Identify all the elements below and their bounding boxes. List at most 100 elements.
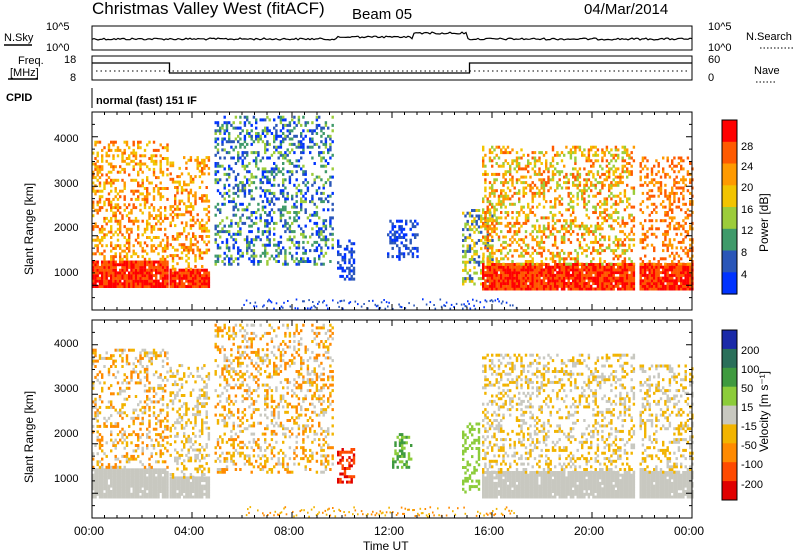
scatter-cell (475, 299, 478, 302)
scatter-cell (500, 271, 503, 275)
scatter-cell (518, 243, 521, 247)
scatter-cell (536, 230, 539, 234)
scatter-cell (538, 282, 541, 285)
scatter-cell (192, 207, 195, 211)
scatter-cell (414, 236, 417, 239)
scatter-cell (664, 287, 667, 291)
scatter-cell (114, 230, 117, 234)
scatter-cell (152, 170, 156, 174)
scatter-cell (641, 284, 645, 288)
scatter-cell (315, 189, 319, 193)
scatter-cell (668, 276, 672, 280)
scatter-cell (273, 202, 276, 206)
scatter-cell (157, 208, 160, 212)
scatter-cell (350, 250, 353, 254)
scatter-cell (632, 189, 636, 193)
scatter-cell (266, 219, 269, 223)
scatter-cell (277, 145, 280, 149)
scatter-cell (161, 285, 165, 288)
scatter-cell (601, 276, 604, 280)
scatter-cell (601, 273, 604, 277)
scatter-cell (174, 194, 177, 198)
scatter-cell (343, 255, 347, 259)
scatter-cell (513, 271, 516, 275)
scatter-cell (569, 153, 573, 157)
scatter-cell (540, 262, 543, 266)
scatter-cell (207, 285, 211, 288)
scatter-cell (201, 285, 204, 288)
scatter-cell (203, 224, 206, 228)
scatter-cell (662, 200, 665, 204)
scatter-cell (554, 240, 557, 244)
scatter-cell (171, 279, 175, 283)
scatter-cell (599, 279, 602, 283)
scatter-cell (646, 235, 649, 239)
scatter-cell (143, 227, 147, 231)
scatter-cell (194, 276, 197, 280)
scatter-cell (148, 222, 151, 226)
scatter-cell (684, 268, 687, 272)
scatter-cell (644, 263, 647, 266)
scatter-cell (282, 183, 285, 187)
scatter-cell (207, 158, 211, 162)
scatter-cell (466, 271, 469, 275)
scatter-cell (491, 244, 494, 248)
scatter-cell (675, 268, 678, 272)
scatter-cell (103, 268, 106, 272)
scatter-cell (668, 200, 672, 204)
scatter-cell (96, 151, 99, 155)
scatter-cell (98, 252, 102, 256)
scatter-cell (590, 159, 593, 163)
scatter-cell (183, 243, 186, 247)
scatter-cell (282, 140, 285, 144)
scatter-cell (540, 181, 543, 185)
scatter-cell (105, 282, 108, 286)
scatter-cell (398, 225, 401, 229)
scatter-cell (515, 262, 519, 266)
scatter-cell (486, 284, 489, 288)
scatter-cell (295, 159, 298, 163)
scatter-cell (284, 200, 287, 204)
scatter-cell (322, 219, 325, 223)
scatter-cell (585, 213, 588, 217)
scatter-cell (155, 184, 158, 188)
scatter-cell (599, 224, 602, 228)
scatter-cell (558, 211, 561, 214)
scatter-cell (150, 157, 153, 160)
scatter-cell (689, 287, 692, 291)
scatter-cell (682, 227, 685, 231)
scatter-cell (157, 189, 160, 193)
scatter-cell (143, 271, 147, 275)
scatter-cell (166, 238, 169, 242)
scatter-cell (497, 273, 501, 277)
scatter-cell (590, 251, 593, 255)
scatter-cell (411, 233, 415, 237)
scatter-cell (92, 214, 95, 218)
scatter-cell (241, 181, 244, 185)
scatter-cell (484, 224, 487, 228)
scatter-cell (232, 197, 235, 201)
scatter-cell (187, 194, 190, 198)
scatter-cell (157, 265, 160, 269)
scatter-cell (684, 183, 687, 187)
scatter-cell (646, 284, 649, 288)
scatter-cell (567, 178, 570, 182)
scatter-cell (304, 224, 307, 228)
scatter-cell (644, 284, 647, 288)
scatter-cell (666, 276, 669, 280)
scatter-cell (121, 271, 124, 275)
scatter-cell (198, 221, 202, 225)
scatter-cell (116, 279, 120, 283)
scatter-cell (239, 202, 242, 206)
scatter-cell (549, 287, 552, 291)
scatter-cell (331, 129, 334, 133)
scatter-cell (171, 282, 175, 286)
scatter-cell (157, 244, 160, 248)
scatter-cell (560, 151, 564, 155)
scatter-cell (275, 249, 278, 253)
scatter-cell (174, 199, 177, 203)
scatter-cell (130, 189, 133, 193)
scatter-cell (194, 235, 197, 238)
scatter-cell (101, 252, 104, 256)
scatter-cell (295, 246, 298, 250)
